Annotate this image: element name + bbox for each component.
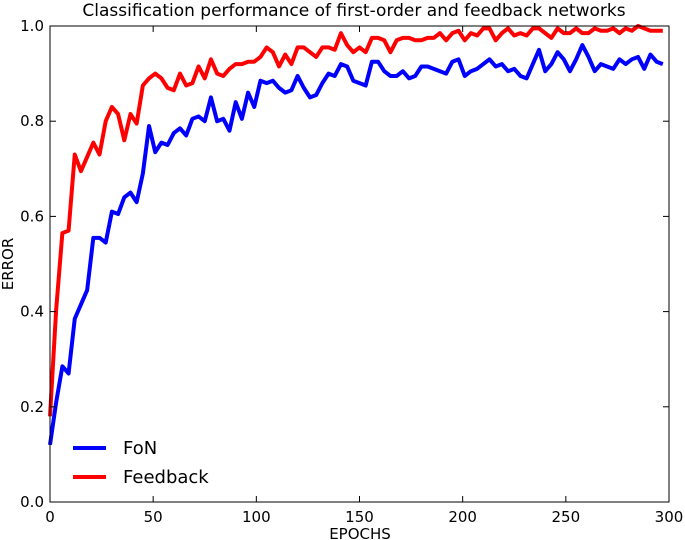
x-tick-label: 150 bbox=[345, 508, 374, 526]
chart-title: Classification performance of first-orde… bbox=[82, 1, 625, 21]
y-tick-label: 0.0 bbox=[20, 493, 44, 511]
series-line-feedback bbox=[48, 24, 663, 417]
x-axis-label: EPOCHS bbox=[329, 525, 391, 540]
legend-label-fon: FoN bbox=[123, 438, 157, 459]
series-line-fon bbox=[48, 43, 664, 446]
ticks-layer: 0 50 100 150 200 250 300 0.0 0.2 0.4 0.6 0.8 1.0 bbox=[20, 17, 683, 526]
plot-area bbox=[50, 26, 669, 502]
legend: FoN Feedback bbox=[73, 438, 209, 488]
legend-label-feedback: Feedback bbox=[123, 467, 209, 488]
x-tick-label: 0 bbox=[45, 508, 55, 526]
y-axis-label: ERROR bbox=[0, 238, 17, 291]
y-tick-label: 0.4 bbox=[20, 303, 44, 321]
series-layer bbox=[48, 24, 664, 446]
x-tick-label: 100 bbox=[242, 508, 271, 526]
x-tick-label: 200 bbox=[448, 508, 477, 526]
y-tick-label: 0.2 bbox=[20, 398, 44, 416]
x-tick-label: 300 bbox=[655, 508, 684, 526]
y-tick-label: 0.6 bbox=[20, 207, 44, 225]
y-tick-label: 0.8 bbox=[20, 112, 44, 130]
x-tick-label: 50 bbox=[144, 508, 163, 526]
x-tick-label: 250 bbox=[552, 508, 581, 526]
y-tick-label: 1.0 bbox=[20, 17, 44, 35]
